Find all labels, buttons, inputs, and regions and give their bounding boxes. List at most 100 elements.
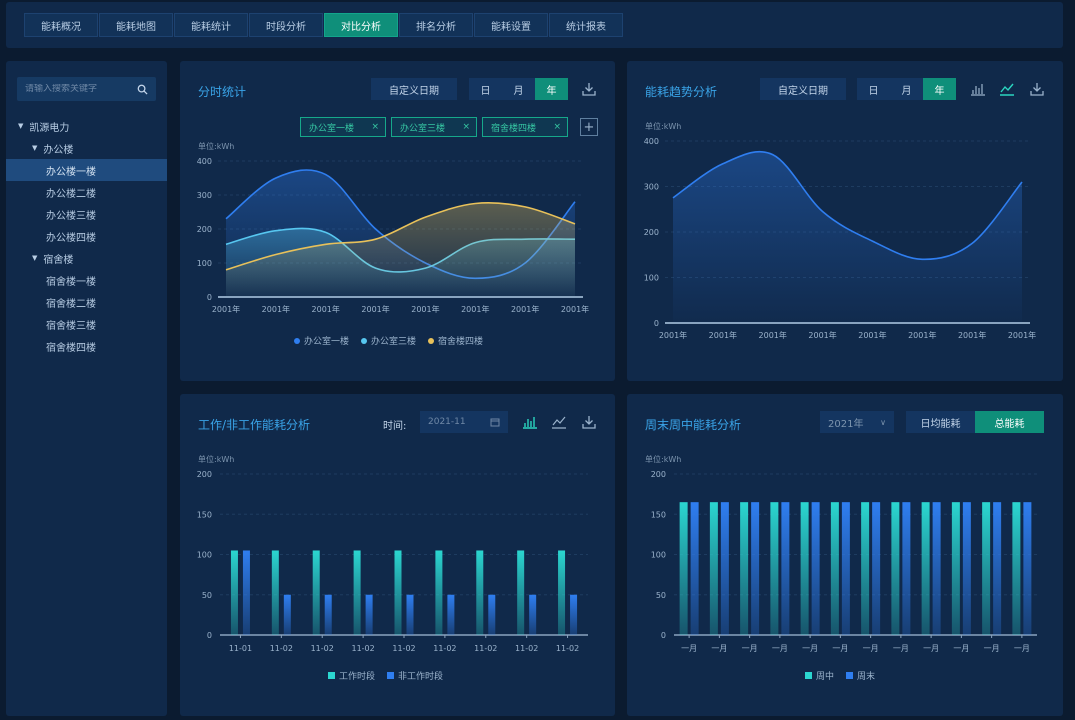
legend-item[interactable]: 周中 [805,669,834,682]
tab-compare[interactable]: 对比分析 [324,13,398,37]
add-filter-button[interactable]: + [580,118,598,136]
segment-month[interactable]: 月 [901,85,912,97]
legend-swatch [328,672,335,679]
close-icon[interactable]: × [371,122,379,132]
x-tick-label: 2001年 [361,304,389,314]
tab-statistics[interactable]: 能耗统计 [174,13,248,37]
tree-item[interactable]: 办公楼一楼 [6,159,167,181]
tree-item[interactable]: 宿舍楼四楼 [6,335,167,357]
filter-chip[interactable]: 办公室三楼 × [391,117,477,137]
y-tick-label: 150 [197,510,212,519]
bar [312,550,320,635]
x-tick-label: 一月 [893,644,909,653]
bar-chart-icon[interactable] [968,79,988,99]
filter-chip[interactable]: 宿舍楼四楼 × [482,117,568,137]
y-tick-label: 200 [644,228,659,237]
bar [517,550,525,635]
tree-group-dorm[interactable]: ▼ 宿舍楼 [6,247,167,269]
legend-label: 非工作时段 [398,672,444,682]
tab-period[interactable]: 时段分析 [249,13,323,37]
panel-weekend-weekday: 周末周中能耗分析 2021年 ∨ 日均能耗 总能耗 单位:kWh 0 50 100 1… [627,394,1063,716]
close-icon[interactable]: × [553,122,561,132]
download-icon[interactable] [579,412,599,432]
segment-day[interactable]: 日 [868,85,879,97]
bar [570,594,578,635]
search-icon[interactable] [137,84,148,95]
caret-down-icon: ▼ [32,144,38,152]
x-tick-label: 一月 [742,644,758,653]
sidebar: ▼ 凯源电力 ▼ 办公楼 办公楼一楼 办公楼二楼 办公楼三楼 办公楼四楼 ▼ 宿… [6,61,167,716]
x-tick-label: 一月 [802,644,818,653]
panel-title: 周末周中能耗分析 [645,418,742,432]
legend-item[interactable]: 办公室三楼 [361,334,416,347]
x-tick-label: 2001年 [759,330,787,340]
line-chart-icon[interactable] [549,412,569,432]
bar-chart-icon[interactable] [520,412,540,432]
close-icon[interactable]: × [462,122,470,132]
custom-date-button[interactable]: 自定义日期 [371,78,457,100]
legend-item[interactable]: 宿舍楼四楼 [428,334,483,347]
x-tick-label: 2001年 [461,304,489,314]
download-icon[interactable] [579,79,599,99]
bar [872,502,881,635]
legend-item[interactable]: 周末 [846,669,875,682]
x-tick-label: 2001年 [212,304,240,314]
tab-map[interactable]: 能耗地图 [99,13,173,37]
year-select[interactable]: 2021年 ∨ [820,411,894,433]
x-tick-label: 一月 [832,644,848,653]
panel-trend: 能耗趋势分析 自定义日期 日 月 年 单位:kWh 0 100 200 300 400 2… [627,61,1063,381]
download-icon[interactable] [1027,79,1047,99]
tree-node-label: 办公楼四楼 [46,232,96,244]
bar [394,550,402,635]
chip-label: 办公室三楼 [400,123,446,134]
tree-item[interactable]: 办公楼二楼 [6,181,167,203]
search-input[interactable] [25,84,135,94]
segment-year[interactable]: 年 [535,78,568,100]
legend-label: 周中 [816,672,835,682]
legend-label: 工作时段 [339,672,376,682]
tree-root[interactable]: ▼ 凯源电力 [6,115,167,137]
custom-date-button[interactable]: 自定义日期 [760,78,846,100]
legend-item[interactable]: 工作时段 [328,669,375,682]
tab-overview[interactable]: 能耗概况 [24,13,98,37]
bar [982,502,991,635]
legend-swatch [805,672,812,679]
filter-chip[interactable]: 办公室一楼 × [300,117,386,137]
tree-item[interactable]: 办公楼四楼 [6,225,167,247]
caret-down-icon: ▼ [18,122,24,130]
y-tick-label: 50 [656,591,666,600]
series-area [673,151,1022,323]
tab-report[interactable]: 统计报表 [549,13,623,37]
period-segment: 日 月 年 [857,78,956,100]
segment-year[interactable]: 年 [923,78,956,100]
tree-item[interactable]: 办公楼三楼 [6,203,167,225]
bar [365,594,373,635]
tree-item[interactable]: 宿舍楼三楼 [6,313,167,335]
chip-label: 宿舍楼四楼 [491,123,537,134]
bar [830,502,839,635]
bar [1012,502,1021,635]
toggle-daily-avg[interactable]: 日均能耗 [920,418,961,430]
x-tick-label: 2001年 [659,330,687,340]
tab-settings[interactable]: 能耗设置 [474,13,548,37]
time-label: 时间: [383,421,407,432]
line-chart-icon[interactable] [997,79,1017,99]
legend-item[interactable]: 办公室一楼 [294,334,349,347]
chevron-down-icon: ∨ [880,417,886,427]
tree-item[interactable]: 宿舍楼一楼 [6,269,167,291]
legend-swatch [428,337,435,344]
tab-ranking[interactable]: 排名分析 [399,13,473,37]
tree-group-office[interactable]: ▼ 办公楼 [6,137,167,159]
legend-item[interactable]: 非工作时段 [387,669,443,682]
segment-day[interactable]: 日 [480,85,491,97]
tree-item[interactable]: 宿舍楼二楼 [6,291,167,313]
toggle-total[interactable]: 总能耗 [975,411,1044,433]
bar [476,550,484,635]
segment-month[interactable]: 月 [513,85,524,97]
series-line [225,202,576,271]
bar [891,502,900,635]
hourly-line-chart: 0 100 200 300 400 2001年 2001年 2001年 2001年 2001年 20… [197,157,589,314]
bar [951,502,960,635]
month-picker[interactable]: 2021-11 [420,411,508,433]
bar [435,550,443,635]
